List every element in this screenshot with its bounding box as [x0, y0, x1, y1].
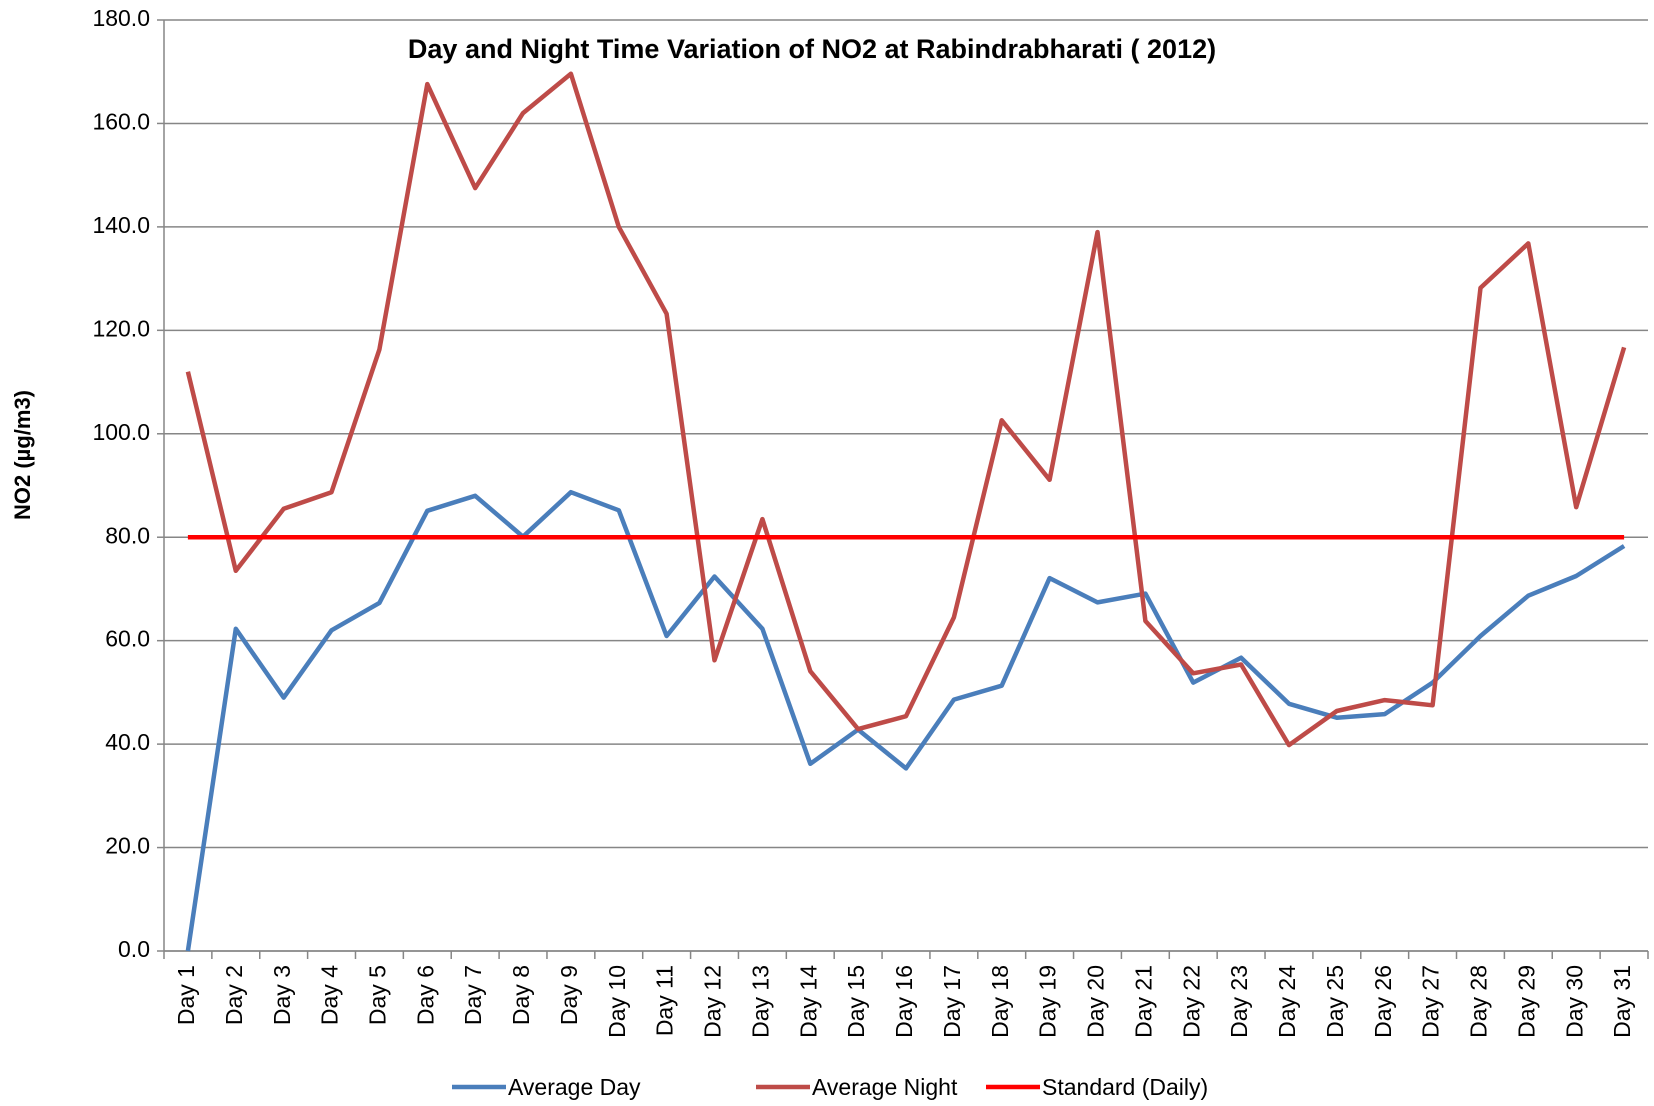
series-line [185, 71, 1627, 748]
y-tick-label: 20.0 [105, 833, 150, 859]
legend-label: Average Day [508, 1074, 641, 1100]
y-tick-label: 160.0 [92, 109, 150, 135]
x-tick-label: Day 27 [1418, 965, 1444, 1038]
x-tick-label: Day 1 [173, 965, 199, 1025]
x-tick-label: Day 26 [1370, 965, 1396, 1038]
y-tick-label: 120.0 [92, 315, 150, 341]
x-tick-label: Day 16 [891, 965, 917, 1038]
x-tick-label: Day 11 [652, 965, 678, 1036]
x-tick-label: Day 24 [1274, 965, 1300, 1038]
x-tick-label: Day 5 [364, 965, 390, 1025]
x-tick-label: Day 17 [939, 965, 965, 1038]
legend-label: Average Night [812, 1074, 958, 1100]
y-tick-label: 0.0 [118, 936, 150, 962]
x-tick-label: Day 28 [1466, 965, 1492, 1038]
x-tick-label: Day 8 [508, 965, 534, 1025]
x-tick-label: Day 30 [1561, 965, 1587, 1038]
x-tick-label: Day 7 [460, 965, 486, 1025]
x-tick-label: Day 18 [987, 965, 1013, 1038]
x-tick-label: Day 13 [747, 965, 773, 1038]
x-tick-label: Day 19 [1035, 965, 1061, 1038]
series-line [185, 489, 1626, 952]
x-tick-label: Day 9 [556, 965, 582, 1025]
y-tick-label: 80.0 [105, 522, 150, 548]
x-tick-label: Day 12 [700, 965, 726, 1038]
chart-title: Day and Night Time Variation of NO2 at R… [408, 34, 1216, 64]
y-tick-label: 40.0 [105, 729, 150, 755]
x-tick-label: Day 20 [1083, 965, 1109, 1038]
y-tick-label: 180.0 [92, 5, 150, 31]
x-tick-label: Day 14 [795, 965, 821, 1038]
x-tick-label: Day 4 [317, 965, 343, 1025]
y-axis-label: NO2 (µg/m3) [10, 390, 35, 520]
x-tick-label: Day 31 [1609, 965, 1635, 1038]
y-tick-label: 140.0 [92, 212, 150, 238]
x-tick-label: Day 21 [1130, 965, 1156, 1038]
x-tick-label: Day 15 [843, 965, 869, 1038]
x-tick-label: Day 25 [1322, 965, 1348, 1038]
x-tick-label: Day 6 [412, 965, 438, 1025]
x-tick-label: Day 22 [1178, 965, 1204, 1038]
x-tick-label: Day 29 [1513, 965, 1539, 1038]
x-tick-label: Day 3 [269, 965, 295, 1025]
y-tick-label: 60.0 [105, 626, 150, 652]
x-tick-label: Day 23 [1226, 965, 1252, 1038]
x-tick-label: Day 2 [221, 965, 247, 1025]
legend-label: Standard (Daily) [1042, 1074, 1208, 1100]
y-tick-label: 100.0 [92, 419, 150, 445]
x-tick-label: Day 10 [604, 965, 630, 1038]
